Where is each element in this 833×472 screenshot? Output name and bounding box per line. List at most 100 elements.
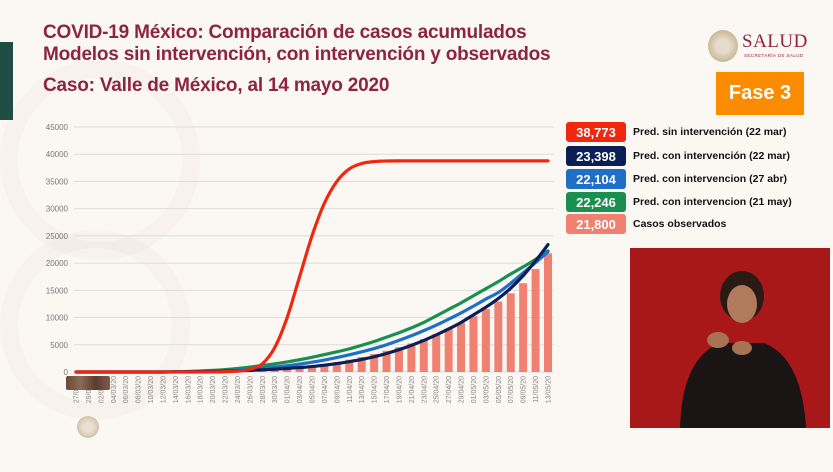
y-tick-label: 5000 bbox=[50, 341, 68, 350]
observed-bar bbox=[444, 328, 453, 372]
y-tick-label: 25000 bbox=[46, 232, 69, 241]
x-tick-label: 23/04/20 bbox=[421, 376, 428, 403]
observed-bar bbox=[531, 269, 540, 372]
observed-bar bbox=[481, 309, 490, 372]
observed-bar bbox=[283, 369, 292, 372]
x-tick-label: 16/03/20 bbox=[185, 376, 192, 403]
y-tick-label: 35000 bbox=[46, 177, 69, 186]
x-tick-label: 19/04/20 bbox=[396, 376, 403, 403]
observed-bar bbox=[544, 253, 552, 372]
x-tick-label: 10/03/20 bbox=[148, 376, 155, 403]
x-tick-label: 09/04/20 bbox=[334, 376, 341, 403]
x-tick-label: 29/04/20 bbox=[459, 376, 466, 403]
legend-value-badge: 22,104 bbox=[566, 169, 626, 189]
interpreter-figure bbox=[680, 271, 806, 428]
cases-chart: 0 5000 10000 15000 20000 25000 30000 35000 40000… bbox=[46, 123, 554, 403]
chart-title-line2: Modelos sin intervención, con intervenci… bbox=[43, 44, 551, 65]
logo-subtext: SECRETARÍA DE SALUD bbox=[744, 53, 804, 58]
x-tick-label: 25/04/20 bbox=[434, 376, 441, 403]
series-line-red bbox=[74, 159, 550, 374]
x-tick-label: 21/04/20 bbox=[409, 376, 416, 403]
y-tick-label: 15000 bbox=[46, 286, 69, 295]
legend-label: Pred. con intervencion (21 may) bbox=[633, 196, 792, 208]
x-tick-label: 09/05/20 bbox=[521, 376, 528, 403]
observed-bar bbox=[419, 339, 428, 372]
y-tick-label: 20000 bbox=[46, 259, 69, 268]
x-tick-label: 01/05/20 bbox=[471, 376, 478, 403]
x-tick-label: 08/03/20 bbox=[136, 376, 143, 403]
x-tick-label: 27/04/20 bbox=[446, 376, 453, 403]
x-tick-label: 26/03/20 bbox=[247, 376, 254, 403]
y-tick-label: 30000 bbox=[46, 205, 69, 214]
legend-value-badge: 21,800 bbox=[566, 214, 626, 234]
observed-bar bbox=[370, 354, 379, 372]
legend-label: Casos observados bbox=[633, 218, 727, 230]
national-seal-icon bbox=[77, 416, 99, 438]
chart-title-line1: COVID-19 México: Comparación de casos ac… bbox=[43, 22, 527, 43]
observed-bar bbox=[332, 362, 341, 372]
x-tick-label: 03/05/20 bbox=[483, 376, 490, 403]
sign-language-interpreter-video bbox=[630, 248, 830, 428]
observed-bar bbox=[270, 370, 279, 372]
observed-bar bbox=[308, 366, 316, 372]
observed-bar bbox=[320, 364, 329, 372]
x-tick-label: 14/03/20 bbox=[173, 376, 180, 403]
observed-bar bbox=[295, 367, 304, 372]
observed-bar bbox=[394, 347, 403, 372]
national-seal-icon bbox=[708, 30, 738, 62]
side-accent-bar bbox=[0, 42, 13, 120]
y-tick-label: 10000 bbox=[46, 314, 69, 323]
x-tick-label: 12/03/20 bbox=[160, 376, 167, 403]
x-tick-label: 24/03/20 bbox=[235, 376, 242, 403]
x-tick-label: 22/03/20 bbox=[223, 376, 230, 403]
x-tick-label: 11/04/20 bbox=[347, 376, 354, 403]
legend-item: 38,773 Pred. sin intervención (22 mar) bbox=[566, 122, 786, 142]
legend-item: 23,398 Pred. con intervención (22 mar) bbox=[566, 146, 790, 166]
legend-item: 22,246 Pred. con intervencion (21 may) bbox=[566, 192, 792, 212]
legend-item: 22,104 Pred. con intervencion (27 abr) bbox=[566, 169, 787, 189]
legend-label: Pred. con intervención (22 mar) bbox=[633, 150, 790, 162]
x-tick-label: 17/04/20 bbox=[384, 376, 391, 403]
legend-item: 21,800 Casos observados bbox=[566, 214, 726, 234]
observed-bar bbox=[345, 359, 354, 372]
observed-bar bbox=[494, 301, 503, 372]
x-tick-label: 01/04/20 bbox=[285, 376, 292, 403]
x-tick-label: 06/03/20 bbox=[123, 376, 130, 403]
x-tick-label: 07/05/20 bbox=[508, 376, 515, 403]
x-tick-label: 28/03/20 bbox=[260, 376, 267, 403]
x-tick-label: 05/04/20 bbox=[310, 376, 317, 403]
x-tick-label: 07/04/20 bbox=[322, 376, 329, 403]
chart-subtitle: Caso: Valle de México, al 14 mayo 2020 bbox=[43, 75, 390, 96]
y-tick-label: 45000 bbox=[46, 123, 69, 132]
x-tick-label: 13/04/20 bbox=[359, 376, 366, 403]
x-tick-label: 05/05/20 bbox=[496, 376, 503, 403]
logo-text: SALUD bbox=[742, 31, 808, 52]
x-tick-label: 20/03/20 bbox=[210, 376, 217, 403]
observed-bar bbox=[382, 350, 391, 372]
phase-badge: Fase 3 bbox=[716, 72, 804, 115]
legend-label: Pred. sin intervención (22 mar) bbox=[633, 126, 787, 138]
x-tick-label: 13/05/20 bbox=[546, 376, 553, 403]
observed-bar bbox=[519, 283, 528, 372]
legend-value-badge: 38,773 bbox=[566, 122, 626, 142]
observed-bar bbox=[407, 343, 416, 372]
observed-bar bbox=[357, 357, 366, 372]
x-tick-label: 04/03/20 bbox=[111, 376, 118, 403]
salud-logo: SALUD SECRETARÍA DE SALUD bbox=[708, 30, 818, 66]
observed-bar bbox=[432, 334, 441, 372]
x-tick-label: 30/03/20 bbox=[272, 376, 279, 403]
y-tick-label: 40000 bbox=[46, 150, 69, 159]
legend-value-badge: 22,246 bbox=[566, 192, 626, 212]
group-photo bbox=[66, 376, 110, 390]
x-tick-label: 03/04/20 bbox=[297, 376, 304, 403]
x-tick-label: 11/05/20 bbox=[533, 376, 540, 403]
x-tick-label: 18/03/20 bbox=[198, 376, 205, 403]
observed-bar bbox=[469, 316, 478, 372]
observed-bar bbox=[506, 293, 515, 372]
x-tick-label: 15/04/20 bbox=[372, 376, 379, 403]
observed-bar bbox=[457, 322, 466, 372]
legend-label: Pred. con intervencion (27 abr) bbox=[633, 173, 788, 185]
y-tick-label: 0 bbox=[64, 368, 69, 377]
observed-bar bbox=[258, 371, 267, 372]
legend-value-badge: 23,398 bbox=[566, 146, 626, 166]
